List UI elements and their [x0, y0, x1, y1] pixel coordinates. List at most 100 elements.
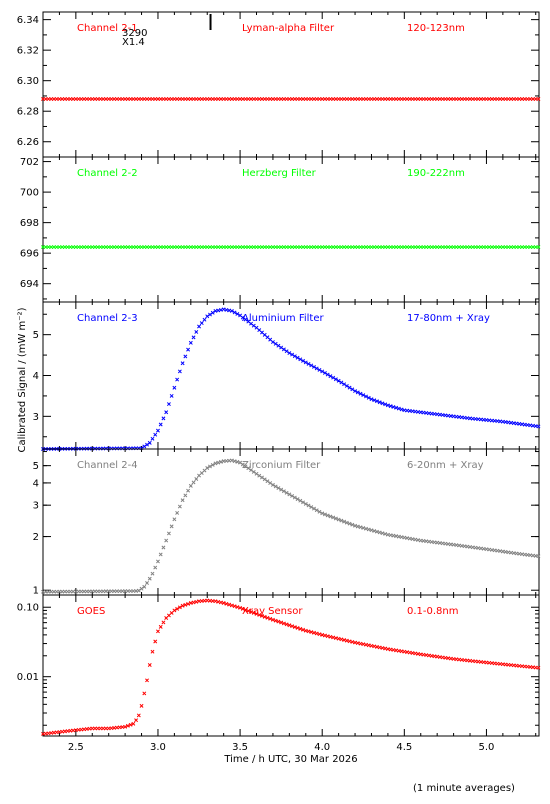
data-point	[396, 534, 401, 539]
data-point	[336, 378, 341, 383]
data-point	[180, 361, 185, 366]
data-point	[251, 469, 256, 474]
flare-class-text: X1.4	[122, 37, 145, 48]
data-point	[273, 341, 278, 346]
data-point	[145, 678, 149, 683]
data-point	[158, 422, 163, 427]
data-point	[268, 616, 273, 621]
data-point	[161, 620, 166, 625]
data-point	[262, 477, 267, 482]
data-point	[377, 400, 382, 405]
data-point	[344, 383, 349, 388]
data-point	[314, 631, 319, 636]
data-point	[287, 351, 292, 355]
data-point	[342, 519, 347, 524]
data-point	[164, 410, 169, 415]
data-point	[385, 532, 390, 537]
data-point	[366, 395, 371, 400]
data-point	[229, 603, 234, 608]
data-point	[238, 605, 243, 610]
data-point	[353, 523, 358, 528]
panel-label-channel: Channel 2-1	[77, 23, 138, 34]
data-point	[166, 402, 171, 407]
data-point	[235, 312, 240, 316]
panel-3: 3 4 5 Channel 2-3 Aluminium Filter 17-80nm + …	[33, 301, 541, 451]
data-point	[240, 462, 245, 467]
data-point	[322, 633, 327, 638]
data-point	[156, 428, 160, 433]
data-point	[301, 358, 305, 363]
data-point	[232, 459, 237, 464]
data-point	[333, 636, 338, 641]
data-point	[331, 635, 336, 640]
data-point	[380, 646, 385, 650]
panel-label-filter: Lyman-alpha Filter	[242, 23, 335, 34]
data-point	[314, 508, 319, 513]
data-point	[284, 349, 289, 354]
data-point	[377, 645, 382, 650]
data-point	[194, 599, 199, 604]
data-point	[536, 97, 541, 101]
data-point	[347, 385, 352, 390]
data-point	[331, 375, 336, 380]
panel-4: 1 2 3 4 5 Channel 2-4 Zirconium Filter 6-20nm +…	[33, 448, 541, 597]
data-point	[177, 369, 182, 374]
data-point	[273, 618, 278, 623]
data-point	[262, 614, 267, 619]
data-point	[260, 475, 264, 480]
data-point	[284, 622, 289, 627]
data-point	[156, 629, 160, 634]
data-point	[328, 374, 333, 379]
data-point	[279, 487, 284, 492]
y-tick-label: 702	[20, 157, 39, 168]
data-series	[41, 97, 541, 101]
data-point	[153, 432, 158, 437]
data-point	[218, 307, 223, 312]
data-point	[180, 603, 185, 608]
y-tick-label: 2	[33, 532, 39, 543]
data-point	[145, 442, 149, 447]
data-point	[180, 498, 185, 503]
data-point	[377, 530, 382, 535]
y-tick-label: 0.01	[17, 672, 39, 683]
y-tick-label: 5	[33, 330, 39, 341]
data-point	[147, 440, 152, 445]
plot-panels: 6.26 6.28 6.30 6.32 6.34 Channel 2-1 Lyman-alp…	[17, 11, 541, 737]
data-point	[320, 511, 325, 516]
data-point	[177, 504, 182, 509]
data-point	[281, 347, 286, 352]
data-point	[270, 340, 275, 344]
data-point	[199, 321, 204, 326]
data-point	[388, 533, 393, 538]
data-point	[281, 621, 286, 626]
data-point	[164, 538, 169, 543]
data-point	[240, 606, 245, 611]
panel-label-channel: Channel 2-2	[77, 168, 138, 179]
x-tick-label: 3.0	[150, 742, 166, 753]
data-point	[388, 404, 393, 409]
data-series	[41, 245, 541, 250]
data-point	[197, 324, 201, 329]
y-tick-label: 6.26	[17, 137, 39, 148]
data-point	[210, 462, 215, 467]
data-point	[191, 600, 196, 605]
y-tick-label: 3	[33, 412, 39, 423]
data-point	[342, 382, 347, 387]
data-point	[361, 642, 366, 647]
data-point	[246, 608, 251, 613]
data-point	[342, 638, 347, 642]
panel-label-band: 190-222nm	[407, 168, 465, 179]
data-point	[380, 531, 385, 536]
data-point	[366, 643, 371, 648]
data-point	[265, 479, 270, 484]
panel-label-filter: Xray Sensor	[242, 606, 303, 617]
data-point	[364, 526, 368, 531]
data-point	[358, 391, 363, 396]
y-axis-label: Calibrated Signal / (mW m⁻²)	[17, 307, 28, 452]
data-point	[298, 357, 303, 362]
data-point	[333, 377, 338, 382]
data-point	[186, 488, 191, 493]
data-point	[254, 612, 259, 616]
data-point	[391, 404, 396, 409]
data-point	[218, 600, 223, 605]
